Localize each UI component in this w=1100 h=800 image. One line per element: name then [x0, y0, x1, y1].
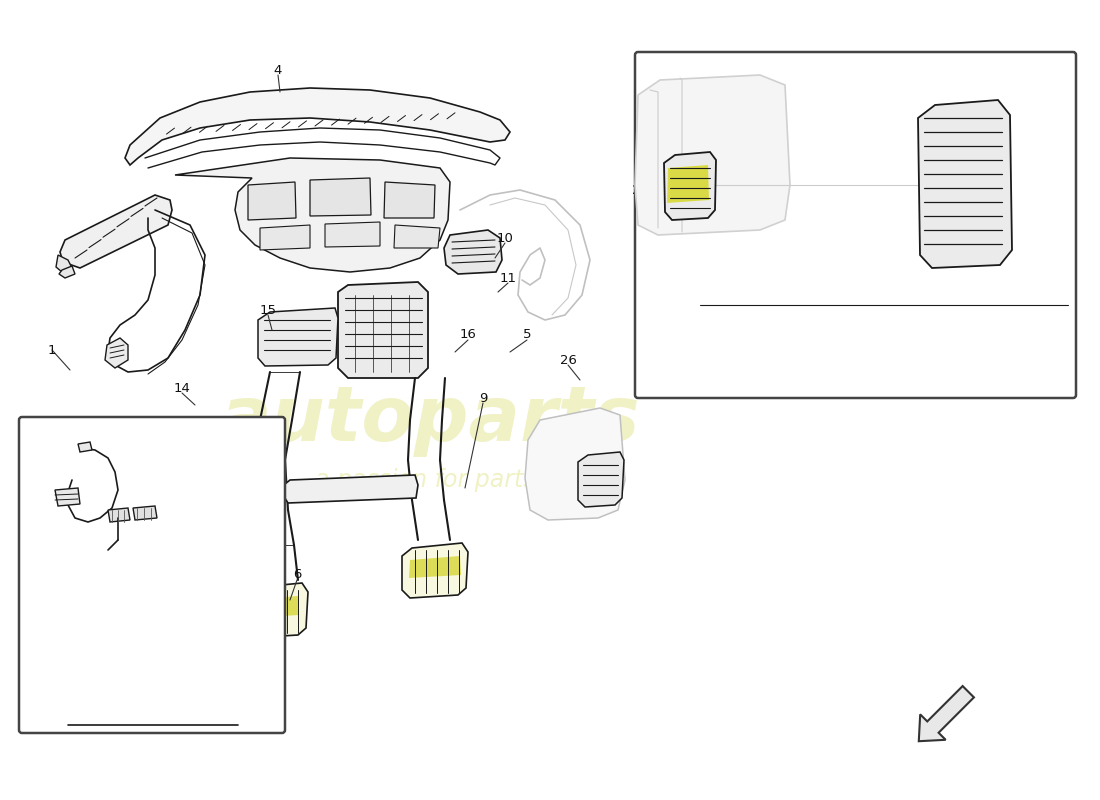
Polygon shape [240, 583, 308, 638]
Polygon shape [444, 230, 502, 274]
Text: 26: 26 [560, 354, 576, 366]
Text: 17: 17 [256, 558, 274, 571]
Text: 5: 5 [522, 329, 531, 342]
Polygon shape [394, 225, 440, 248]
Polygon shape [338, 282, 428, 378]
Polygon shape [384, 182, 434, 218]
FancyBboxPatch shape [635, 52, 1076, 398]
Text: 28: 28 [135, 502, 153, 514]
Polygon shape [918, 100, 1012, 268]
Polygon shape [248, 182, 296, 220]
Polygon shape [78, 442, 92, 452]
Text: 1: 1 [47, 343, 56, 357]
Polygon shape [283, 475, 418, 503]
Text: 11: 11 [499, 271, 517, 285]
Polygon shape [175, 158, 450, 272]
Text: 16: 16 [460, 329, 476, 342]
Polygon shape [918, 686, 974, 742]
Text: a passion for parts since: a passion for parts since [316, 468, 605, 492]
Polygon shape [258, 308, 338, 366]
Text: 8: 8 [51, 503, 59, 517]
Text: 27: 27 [103, 503, 121, 517]
Text: A.C. QUADRIZONA: A.C. QUADRIZONA [788, 308, 928, 322]
Polygon shape [260, 225, 310, 250]
Text: 6: 6 [293, 569, 301, 582]
Text: autoparts: autoparts [220, 383, 640, 457]
Text: 12: 12 [262, 423, 278, 437]
Polygon shape [664, 152, 716, 220]
Text: A.C. QUADRI-ZONE: A.C. QUADRI-ZONE [784, 325, 932, 339]
Text: 4: 4 [274, 63, 283, 77]
Polygon shape [60, 195, 172, 268]
Polygon shape [324, 222, 380, 247]
Text: 25: 25 [1044, 82, 1060, 94]
Polygon shape [125, 88, 510, 165]
Text: 9: 9 [478, 391, 487, 405]
Polygon shape [59, 266, 75, 278]
Text: 24: 24 [631, 183, 648, 197]
Polygon shape [248, 596, 299, 618]
Text: AN. 0 - 6057040: AN. 0 - 6057040 [89, 711, 214, 725]
Polygon shape [55, 488, 80, 506]
Polygon shape [104, 338, 128, 368]
Text: 14: 14 [174, 382, 190, 394]
FancyBboxPatch shape [19, 417, 285, 733]
Polygon shape [409, 556, 461, 578]
Polygon shape [578, 452, 624, 507]
Polygon shape [402, 543, 468, 598]
Polygon shape [133, 506, 157, 520]
Polygon shape [310, 178, 371, 216]
Polygon shape [56, 255, 72, 272]
Text: 15: 15 [260, 303, 276, 317]
Polygon shape [525, 408, 625, 520]
Polygon shape [108, 508, 130, 522]
Polygon shape [635, 75, 790, 235]
Polygon shape [667, 165, 710, 203]
Text: 10: 10 [496, 231, 514, 245]
